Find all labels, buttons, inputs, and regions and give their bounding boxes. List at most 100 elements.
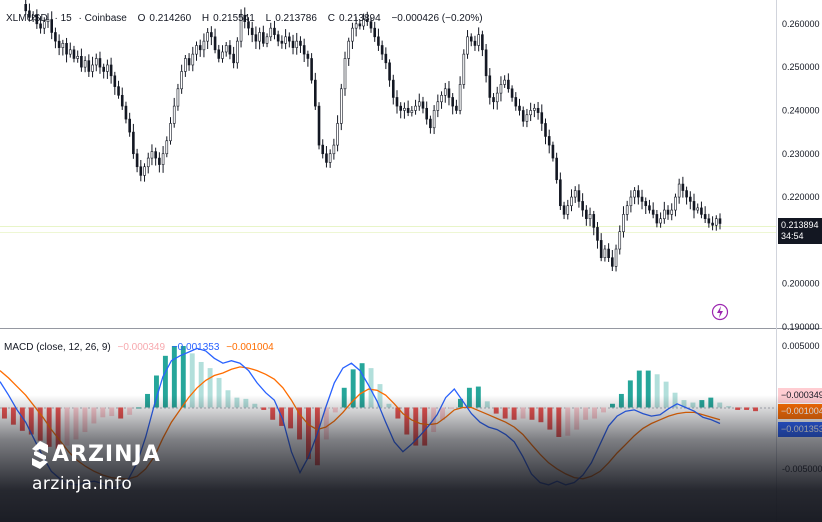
brand-url: arzinja.info: [32, 474, 133, 494]
macd-title[interactable]: MACD (close, 12, 26, 9): [4, 342, 111, 353]
candle-body: [35, 14, 39, 25]
candle-body: [421, 101, 425, 109]
close-value: C 0.213894: [327, 13, 381, 24]
histogram-bar: [422, 407, 428, 446]
histogram-bar: [341, 387, 347, 408]
candle-body: [31, 14, 35, 18]
histogram-bar: [314, 407, 320, 466]
candle-body: [559, 179, 562, 207]
candle-body: [410, 110, 414, 113]
candle-body: [555, 157, 558, 181]
candle-body: [429, 118, 432, 129]
histogram-bar: [332, 407, 338, 413]
candle-body: [143, 166, 146, 176]
candle-body: [711, 222, 714, 226]
candle-body: [514, 97, 518, 107]
candle-body: [440, 94, 443, 103]
candle-body: [291, 40, 295, 48]
candle-body: [625, 205, 629, 215]
candle-body: [696, 207, 700, 211]
candle-body: [328, 153, 332, 163]
candle-body: [707, 218, 711, 224]
candle-body: [351, 27, 354, 42]
candle-body: [395, 97, 399, 107]
candle-body: [651, 209, 655, 215]
candle-body: [288, 36, 291, 42]
candle-body: [72, 49, 76, 59]
histogram-bar: [118, 407, 124, 419]
histogram-bar: [493, 407, 499, 414]
candle-body: [533, 107, 536, 111]
candle-body: [640, 196, 644, 202]
candle-body: [718, 218, 722, 224]
candle-body: [462, 53, 466, 85]
candle-body: [570, 196, 573, 207]
histogram-bar: [529, 407, 535, 420]
candle-body: [172, 105, 176, 124]
symbol-label[interactable]: XLMUSD · 15 · Coinbase: [6, 13, 127, 24]
histogram-bar: [145, 393, 150, 408]
candle-body: [347, 40, 351, 59]
candle-body: [184, 58, 187, 72]
candle-body: [585, 209, 588, 220]
candle-body: [169, 123, 172, 142]
histogram-bar: [64, 407, 70, 446]
candle-body: [377, 36, 380, 46]
histogram-bar: [449, 407, 454, 409]
candle-body: [254, 34, 258, 42]
candle-body: [28, 10, 31, 18]
macd-tick-label: 0.005000: [782, 341, 820, 351]
histogram-bar: [735, 407, 741, 410]
histogram-bar: [538, 407, 544, 423]
histogram-bar: [699, 400, 705, 408]
candle-body: [688, 196, 692, 202]
candle-body: [310, 58, 313, 81]
candle-body: [206, 32, 209, 42]
candle-body: [202, 40, 206, 51]
candle-body: [87, 60, 91, 72]
candle-body: [703, 214, 707, 220]
candle-body: [637, 190, 640, 198]
candle-body: [236, 40, 239, 64]
histogram-bar: [717, 402, 723, 408]
candle-body: [124, 105, 128, 120]
histogram-bar: [225, 390, 231, 408]
candle-body: [265, 36, 269, 44]
histogram-bar: [618, 393, 624, 408]
candle-body: [451, 97, 454, 107]
low-value: L 0.213786: [265, 13, 317, 24]
macd-hist-value: −0.000349: [117, 342, 166, 353]
candle-body: [417, 101, 421, 107]
candle-body: [262, 32, 265, 44]
histogram-bar: [368, 368, 374, 408]
histogram-bar: [583, 407, 589, 420]
candle-body: [611, 257, 614, 267]
candle-body: [354, 23, 358, 29]
histogram-bar: [261, 407, 267, 410]
candle-body: [132, 131, 135, 155]
candle-body: [425, 107, 428, 120]
candle-body: [24, 4, 28, 12]
candle-body: [213, 36, 217, 51]
histogram-bar: [100, 407, 106, 418]
candle-body: [677, 183, 681, 198]
candle-body: [484, 49, 488, 77]
candle-body: [269, 27, 273, 38]
candle-body: [536, 107, 540, 113]
current-price-tag: 0.213894 34:54: [778, 218, 822, 244]
histogram-bar: [109, 407, 115, 417]
candle-body: [146, 157, 150, 168]
candle-body: [80, 56, 83, 68]
candle-body: [566, 205, 570, 215]
histogram-bar: [2, 407, 7, 419]
candle-body: [592, 214, 596, 228]
candle-body: [247, 21, 250, 29]
candle-body: [436, 101, 440, 111]
candle-body: [217, 49, 221, 59]
candle-body: [358, 23, 362, 27]
histogram-bar: [189, 353, 195, 408]
candle-body: [581, 201, 584, 211]
candle-body: [250, 27, 254, 35]
macd-legend: MACD (close, 12, 26, 9) −0.000349 −0.001…: [4, 342, 278, 353]
